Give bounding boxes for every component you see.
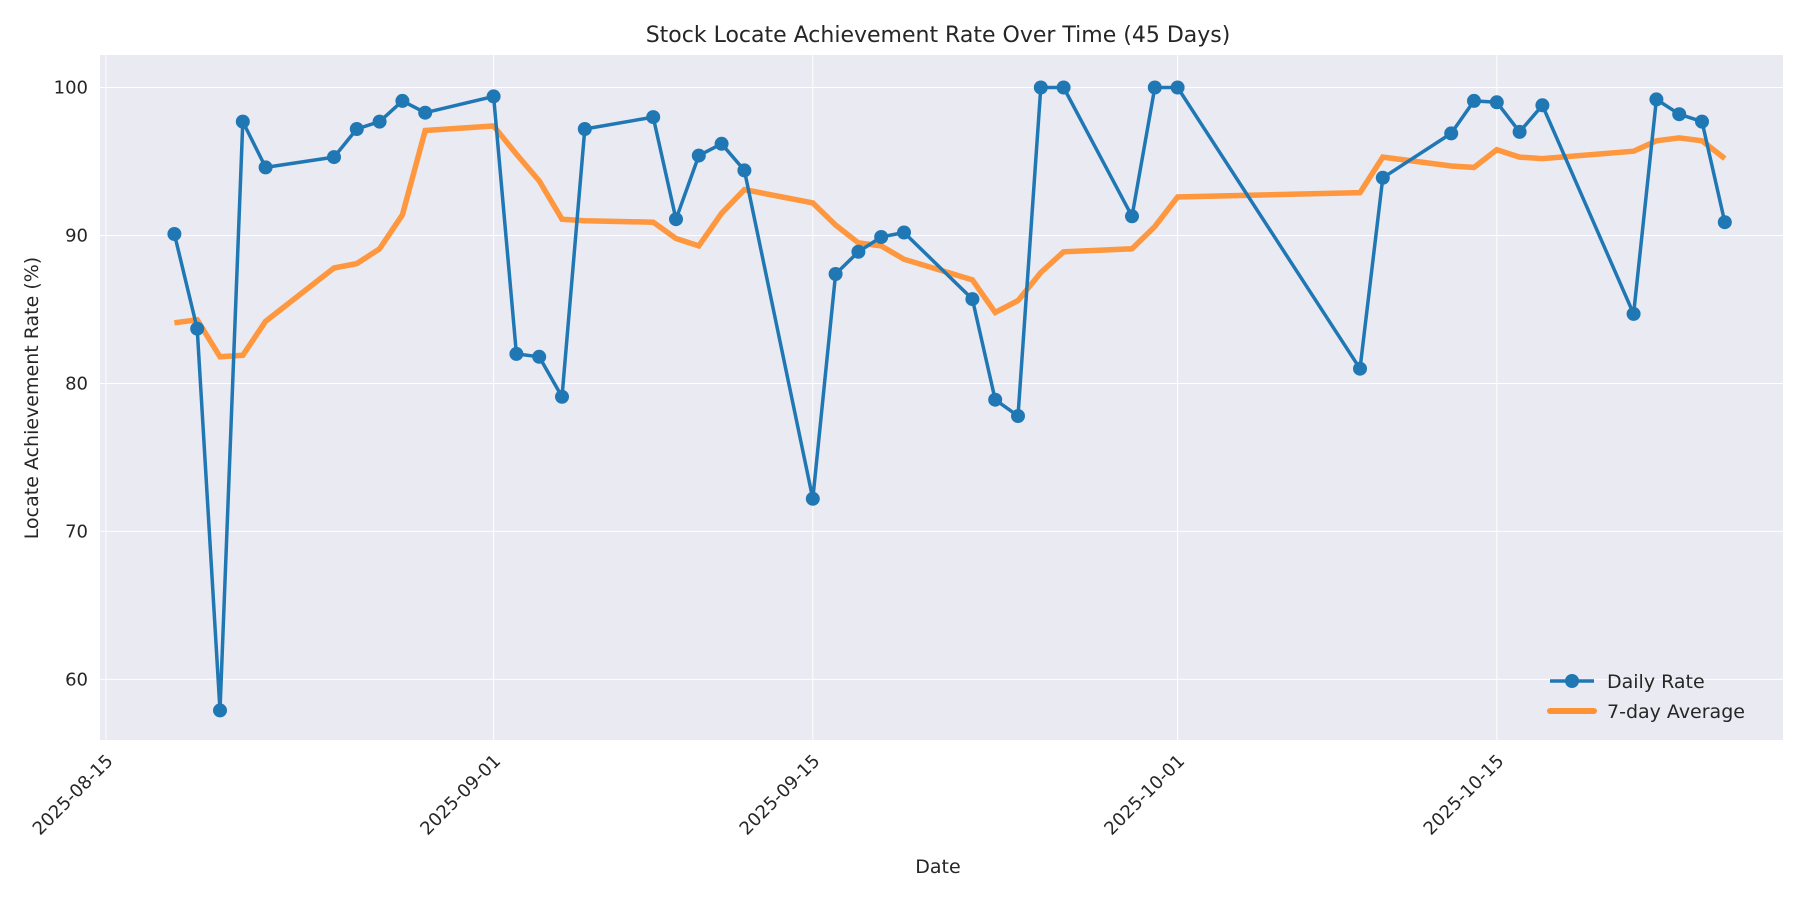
y-axis-label: Locate Achievement Rate (%) xyxy=(21,257,43,539)
data-point-marker xyxy=(395,93,410,108)
y-tick-label: 90 xyxy=(65,225,88,246)
data-point-marker xyxy=(1147,80,1162,95)
x-tick-label: 2025-08-15 xyxy=(29,751,118,840)
data-point-marker xyxy=(1467,93,1481,108)
data-point-marker xyxy=(965,292,980,307)
series-daily-rate xyxy=(167,80,1732,718)
data-point-marker xyxy=(851,244,866,259)
data-point-marker xyxy=(190,321,205,336)
data-point-marker xyxy=(486,89,501,104)
data-point-marker xyxy=(577,122,592,136)
data-point-marker xyxy=(1649,92,1664,107)
chart-title: Stock Locate Achievement Rate Over Time … xyxy=(646,23,1231,48)
data-point-marker xyxy=(1170,80,1185,95)
x-axis-label: Date xyxy=(915,856,960,878)
data-point-marker xyxy=(1353,361,1367,376)
data-point-marker xyxy=(372,114,387,129)
y-tick-label: 100 xyxy=(54,78,88,99)
data-point-marker xyxy=(691,148,706,163)
y-axis-ticks: 60 70 80 90 100 xyxy=(54,78,88,691)
y-tick-label: 70 xyxy=(65,521,88,542)
data-point-marker xyxy=(418,105,433,120)
data-point-marker xyxy=(1717,215,1732,230)
x-tick-label: 2025-09-01 xyxy=(416,751,505,840)
data-point-marker xyxy=(1011,409,1025,423)
data-point-marker xyxy=(1375,170,1390,185)
data-point-marker xyxy=(1512,124,1527,139)
x-axis-ticks: 2025-08-15 2025-09-01 2025-09-15 2025-10-01… xyxy=(29,751,1509,840)
data-point-marker xyxy=(1056,80,1071,95)
x-tick-label: 2025-10-01 xyxy=(1100,751,1189,840)
data-point-marker xyxy=(1444,126,1459,141)
data-point-marker xyxy=(828,267,843,281)
data-point-marker xyxy=(1033,80,1048,95)
data-point-marker xyxy=(646,110,661,125)
data-point-marker xyxy=(327,150,341,165)
y-tick-label: 80 xyxy=(65,373,88,394)
data-point-marker xyxy=(988,392,1003,407)
legend-item-7-day-average: 7-day Average xyxy=(1547,701,1745,723)
data-point-marker xyxy=(555,389,569,404)
legend-label: 7-day Average xyxy=(1607,701,1745,723)
data-point-marker xyxy=(874,230,889,244)
data-point-marker xyxy=(1125,209,1139,224)
legend-marker-icon xyxy=(1565,674,1579,688)
x-tick-label: 2025-10-15 xyxy=(1420,751,1509,840)
data-point-marker xyxy=(669,212,683,227)
data-point-marker xyxy=(1489,95,1504,110)
legend-item-daily-rate: Daily Rate xyxy=(1550,671,1705,693)
data-point-marker xyxy=(532,349,547,364)
data-point-marker xyxy=(1626,306,1641,321)
data-point-marker xyxy=(509,346,524,361)
data-point-marker xyxy=(1672,107,1687,122)
y-tick-label: 60 xyxy=(65,669,88,690)
data-point-marker xyxy=(235,114,250,129)
data-point-marker xyxy=(258,160,273,175)
data-point-marker xyxy=(1695,114,1709,129)
legend-label: Daily Rate xyxy=(1607,671,1705,693)
data-point-marker xyxy=(213,703,227,718)
data-point-marker xyxy=(1535,98,1550,113)
data-point-marker xyxy=(714,136,729,151)
data-point-marker xyxy=(737,163,752,178)
x-tick-label: 2025-09-15 xyxy=(736,751,825,840)
line-7-day-average xyxy=(174,123,1727,360)
data-point-marker xyxy=(897,225,911,240)
gridlines xyxy=(100,55,1783,740)
data-point-marker xyxy=(167,227,182,241)
plot-area xyxy=(100,55,1783,740)
data-point-marker xyxy=(349,122,364,136)
series-7-day-average xyxy=(174,123,1727,360)
data-point-marker xyxy=(805,491,820,506)
legend: Daily Rate 7-day Average xyxy=(1547,671,1745,723)
